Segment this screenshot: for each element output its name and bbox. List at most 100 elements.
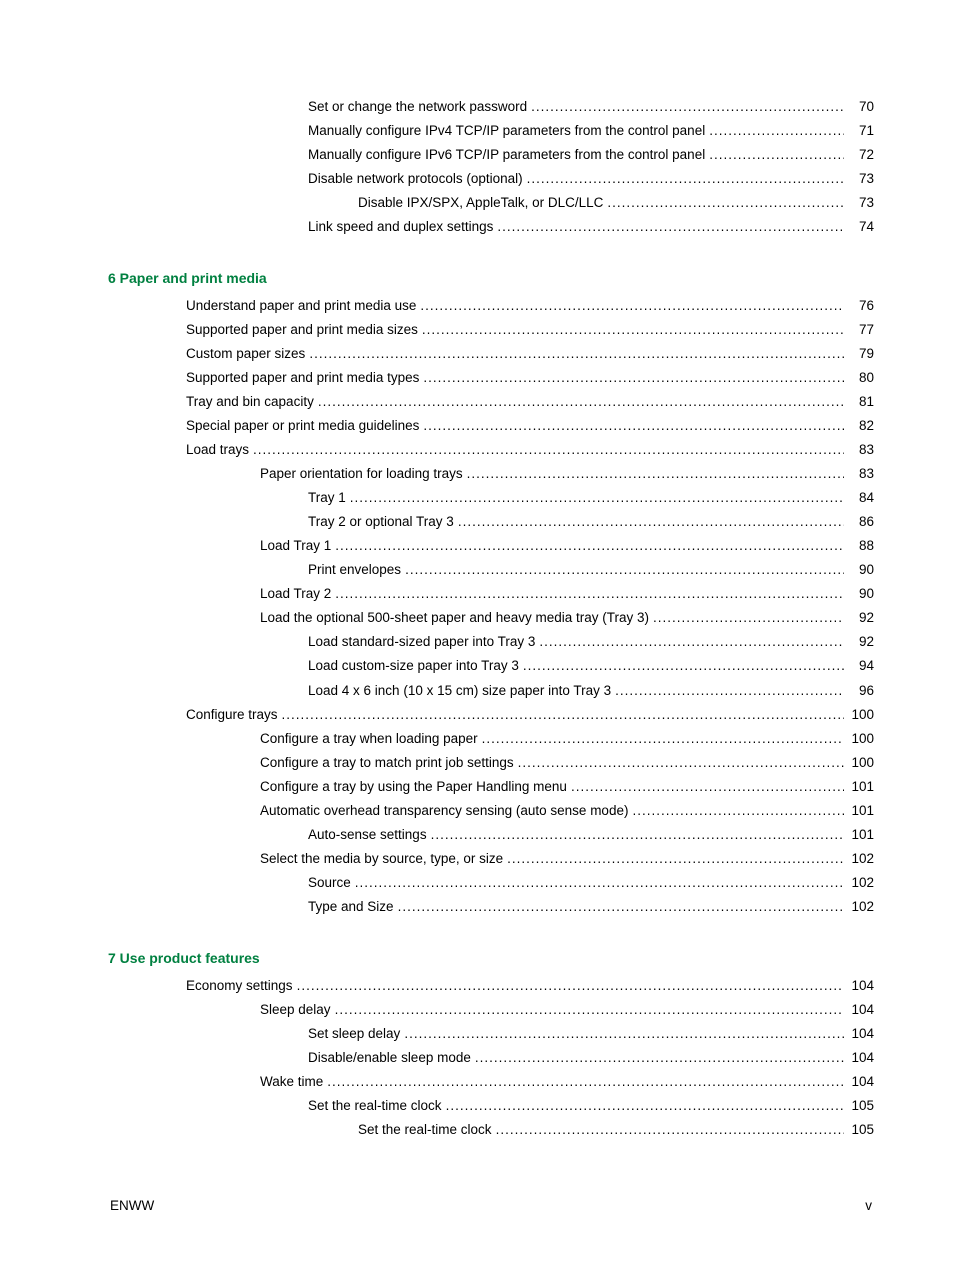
toc-entry-label: Source <box>308 874 351 892</box>
toc-leader-dots <box>335 537 844 555</box>
toc-leader-dots <box>446 1097 844 1115</box>
toc-leader-dots <box>458 513 844 531</box>
toc-entry-page: 86 <box>848 513 874 531</box>
toc-entry-page: 102 <box>848 874 874 892</box>
toc-entry: Set sleep delay104 <box>108 1025 874 1043</box>
toc-entry: Paper orientation for loading trays 83 <box>108 465 874 483</box>
toc-entry-label: Configure a tray when loading paper <box>260 730 478 748</box>
toc-entry-page: 92 <box>848 633 874 651</box>
toc-entry-label: Disable IPX/SPX, AppleTalk, or DLC/LLC <box>358 194 603 212</box>
toc-entry-label: Sleep delay <box>260 1001 331 1019</box>
toc-entry-page: 100 <box>848 706 874 724</box>
toc-leader-dots <box>318 393 844 411</box>
toc-entry-page: 101 <box>848 826 874 844</box>
toc-leader-dots <box>327 1073 844 1091</box>
toc-entry-label: Supported paper and print media sizes <box>186 321 418 339</box>
toc-entry-page: 102 <box>848 850 874 868</box>
toc-entry-page: 88 <box>848 537 874 555</box>
toc-entry-label: Load 4 x 6 inch (10 x 15 cm) size paper … <box>308 682 611 700</box>
toc-entry-page: 72 <box>848 146 874 164</box>
toc-entry-label: Configure a tray to match print job sett… <box>260 754 514 772</box>
toc-entry-page: 71 <box>848 122 874 140</box>
toc-leader-dots <box>531 98 844 116</box>
footer-left: ENWW <box>110 1198 154 1213</box>
toc-entry-label: Understand paper and print media use <box>186 297 416 315</box>
toc-entry: Special paper or print media guidelines 8… <box>108 417 874 435</box>
toc-leader-dots <box>571 778 844 796</box>
toc-entry-label: Load Tray 1 <box>260 537 331 555</box>
toc-leader-dots <box>253 441 844 459</box>
toc-entry-page: 83 <box>848 465 874 483</box>
toc-entry-label: Set sleep delay <box>308 1025 400 1043</box>
toc-leader-dots <box>282 706 844 724</box>
toc-entry: Manually configure IPv6 TCP/IP parameter… <box>108 146 874 164</box>
toc-entry-page: 90 <box>848 561 874 579</box>
toc-entry: Manually configure IPv4 TCP/IP parameter… <box>108 122 874 140</box>
toc-entry-label: Special paper or print media guidelines <box>186 417 419 435</box>
toc-leader-dots <box>404 1025 844 1043</box>
toc-entry-label: Load standard-sized paper into Tray 3 <box>308 633 535 651</box>
toc-entry-page: 84 <box>848 489 874 507</box>
toc-leader-dots <box>423 417 844 435</box>
toc-entry: Configure trays 100 <box>108 706 874 724</box>
toc-entry-label: Type and Size <box>308 898 394 916</box>
toc-entry: Sleep delay104 <box>108 1001 874 1019</box>
footer-right: v <box>865 1198 872 1213</box>
toc-entry-label: Automatic overhead transparency sensing … <box>260 802 628 820</box>
toc-entry: Load Tray 2 90 <box>108 585 874 603</box>
toc-entry: Load trays 83 <box>108 441 874 459</box>
toc-leader-dots <box>523 657 844 675</box>
toc-entry-label: Tray 2 or optional Tray 3 <box>308 513 454 531</box>
toc-entry-page: 76 <box>848 297 874 315</box>
toc-entry-label: Tray 1 <box>308 489 346 507</box>
toc-leader-dots <box>398 898 844 916</box>
toc-entry-page: 80 <box>848 369 874 387</box>
toc-entry-label: Paper orientation for loading trays <box>260 465 463 483</box>
toc-entry-page: 79 <box>848 345 874 363</box>
toc-entry: Custom paper sizes79 <box>108 345 874 363</box>
toc-entry-page: 90 <box>848 585 874 603</box>
toc-entry: Supported paper and print media sizes 77 <box>108 321 874 339</box>
toc-entry-label: Link speed and duplex settings <box>308 218 493 236</box>
toc-entry-label: Configure a tray by using the Paper Hand… <box>260 778 567 796</box>
toc-leader-dots <box>482 730 844 748</box>
toc-leader-dots <box>518 754 844 772</box>
toc-entry: Print envelopes90 <box>108 561 874 579</box>
toc-entry: Load standard-sized paper into Tray 3 92 <box>108 633 874 651</box>
toc-entry-page: 83 <box>848 441 874 459</box>
toc-entry: Configure a tray to match print job sett… <box>108 754 874 772</box>
toc-entry-label: Configure trays <box>186 706 278 724</box>
toc-leader-dots <box>632 802 844 820</box>
toc-entry-label: Disable/enable sleep mode <box>308 1049 471 1067</box>
toc-entry: Understand paper and print media use 76 <box>108 297 874 315</box>
toc-entry-label: Tray and bin capacity <box>186 393 314 411</box>
toc-leader-dots <box>527 170 844 188</box>
toc-entry-page: 73 <box>848 194 874 212</box>
toc-entry-page: 104 <box>848 1049 874 1067</box>
toc-entry: Configure a tray when loading paper100 <box>108 730 874 748</box>
toc-entry-label: Economy settings <box>186 977 293 995</box>
toc-entry-label: Load trays <box>186 441 249 459</box>
toc-entry: Tray 1 84 <box>108 489 874 507</box>
toc-entry-page: 105 <box>848 1097 874 1115</box>
toc-entry-page: 77 <box>848 321 874 339</box>
toc-entry-page: 73 <box>848 170 874 188</box>
toc-leader-dots <box>297 977 844 995</box>
toc-entry: Set the real-time clock105 <box>108 1121 874 1139</box>
page-footer: ENWW v <box>108 1198 874 1213</box>
toc-entry-page: 82 <box>848 417 874 435</box>
toc-entry-page: 105 <box>848 1121 874 1139</box>
toc-entry-page: 102 <box>848 898 874 916</box>
toc-entry-page: 70 <box>848 98 874 116</box>
toc-entry: Type and Size 102 <box>108 898 874 916</box>
toc-entry-page: 104 <box>848 977 874 995</box>
toc-entry-label: Set or change the network password <box>308 98 527 116</box>
section-title: 6 Paper and print media <box>108 270 874 286</box>
toc-entry-label: Load Tray 2 <box>260 585 331 603</box>
toc-entry: Set the real-time clock105 <box>108 1097 874 1115</box>
toc-entry: Load 4 x 6 inch (10 x 15 cm) size paper … <box>108 682 874 700</box>
toc-content: Set or change the network password 70 Manu… <box>108 98 874 1138</box>
toc-entry: Load custom-size paper into Tray 394 <box>108 657 874 675</box>
toc-entry-page: 96 <box>848 682 874 700</box>
toc-entry: Set or change the network password 70 <box>108 98 874 116</box>
